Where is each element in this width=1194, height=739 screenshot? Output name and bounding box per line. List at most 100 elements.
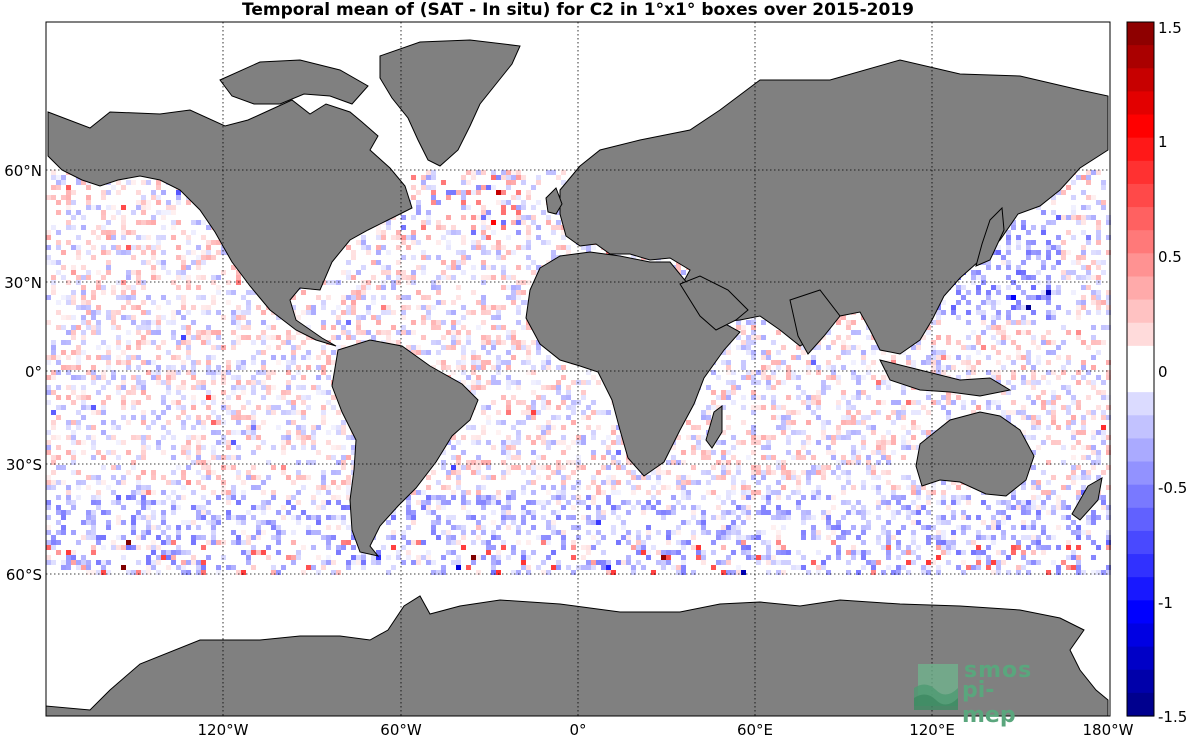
difference-cell [986,270,991,275]
difference-cell [71,300,76,305]
difference-cell [221,280,226,285]
difference-cell [126,285,131,290]
difference-cell [456,360,461,365]
difference-cell [821,335,826,340]
difference-cell [1006,245,1011,250]
difference-cell [441,360,446,365]
difference-cell [401,325,406,330]
difference-cell [966,345,971,350]
difference-cell [946,395,951,400]
difference-cell [341,265,346,270]
difference-cell [476,350,481,355]
difference-cell [556,405,561,410]
difference-cell [771,400,776,405]
difference-cell [211,355,216,360]
difference-cell [1101,180,1106,185]
difference-cell [1016,355,1021,360]
difference-cell [136,280,141,285]
difference-cell [81,390,86,395]
difference-cell [486,235,491,240]
difference-cell [511,385,516,390]
difference-cell [186,410,191,415]
difference-cell [841,340,846,345]
difference-cell [996,325,1001,330]
difference-cell [1066,275,1071,280]
difference-cell [966,370,971,375]
difference-cell [1006,230,1011,235]
difference-cell [506,185,511,190]
difference-cell [136,185,141,190]
difference-cell [151,190,156,195]
difference-cell [886,385,891,390]
difference-cell [831,435,836,440]
difference-cell [71,265,76,270]
difference-cell [71,215,76,220]
difference-cell [1016,265,1021,270]
difference-cell [486,215,491,220]
difference-cell [1096,230,1101,235]
difference-cell [401,320,406,325]
difference-cell [96,305,101,310]
difference-cell [376,330,381,335]
difference-cell [491,175,496,180]
difference-cell [111,285,116,290]
difference-cell [1091,170,1096,175]
difference-cell [471,245,476,250]
difference-cell [701,415,706,420]
difference-cell [1011,305,1016,310]
difference-cell [391,285,396,290]
difference-cell [966,290,971,295]
difference-cell [106,265,111,270]
difference-cell [946,365,951,370]
difference-cell [61,275,66,280]
difference-cell [221,375,226,380]
difference-cell [546,220,551,225]
difference-cell [151,280,156,285]
difference-cell [51,340,56,345]
difference-cell [201,215,206,220]
difference-cell [311,370,316,375]
difference-cell [56,360,61,365]
difference-cell [501,265,506,270]
difference-cell [481,310,486,315]
difference-cell [126,270,131,275]
difference-cell [911,435,916,440]
difference-cell [306,310,311,315]
difference-cell [976,405,981,410]
difference-cell [141,340,146,345]
difference-cell [136,350,141,355]
difference-cell [841,315,846,320]
difference-cell [371,270,376,275]
difference-cell [741,360,746,365]
difference-cell [781,420,786,425]
difference-cell [301,435,306,440]
difference-cell [441,270,446,275]
difference-cell [591,430,596,435]
difference-cell [1076,435,1081,440]
difference-cell [511,250,516,255]
difference-cell [976,315,981,320]
difference-cell [166,390,171,395]
difference-cell [231,290,236,295]
difference-cell [491,430,496,435]
difference-cell [351,275,356,280]
difference-cell [211,300,216,305]
difference-cell [421,320,426,325]
difference-cell [56,210,61,215]
difference-cell [211,410,216,415]
difference-cell [536,265,541,270]
difference-cell [181,275,186,280]
difference-cell [301,430,306,435]
difference-cell [1056,335,1061,340]
difference-cell [306,365,311,370]
difference-cell [826,385,831,390]
difference-cell [531,400,536,405]
difference-cell [166,385,171,390]
difference-cell [1056,305,1061,310]
difference-cell [786,370,791,375]
difference-cell [521,245,526,250]
difference-cell [226,345,231,350]
difference-cell [201,380,206,385]
difference-cell [116,365,121,370]
difference-cell [546,430,551,435]
